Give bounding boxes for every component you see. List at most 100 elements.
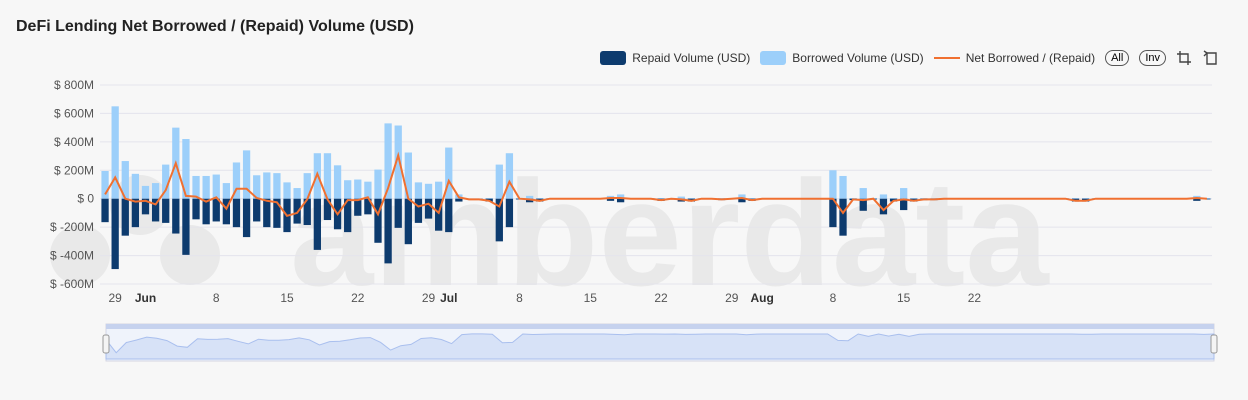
repaid-bar — [131, 198, 140, 228]
repaid-bar — [839, 198, 847, 236]
y-tick-label: $ 0 — [77, 192, 94, 206]
borrowed-bar — [424, 183, 433, 199]
borrowed-bar — [1203, 198, 1211, 199]
borrowed-bar — [192, 175, 200, 199]
legend-item-repaid[interactable]: Repaid Volume (USD) — [600, 51, 750, 65]
borrowed-bar — [718, 198, 726, 199]
borrowed-bar — [536, 198, 544, 199]
borrowed-bar — [1071, 198, 1080, 199]
borrowed-bar — [323, 153, 332, 199]
borrowed-bar — [182, 139, 190, 199]
borrowed-bar — [232, 162, 241, 199]
x-tick-label: Jun — [135, 291, 156, 305]
borrowed-bar — [889, 198, 898, 199]
repaid-bar — [101, 198, 109, 223]
navigator[interactable] — [102, 323, 1218, 362]
repaid-bar — [344, 198, 352, 233]
borrowed-bar — [263, 172, 271, 199]
borrowed-bar — [202, 175, 210, 199]
repaid-bar — [323, 198, 332, 221]
borrowed-bar — [677, 196, 685, 199]
repaid-bar — [445, 198, 453, 233]
repaid-bar — [172, 198, 180, 234]
borrowed-bar — [394, 125, 402, 199]
y-tick-label: $ 200M — [54, 163, 94, 177]
borrowed-bar — [1081, 198, 1090, 199]
repaid-bar — [424, 198, 433, 219]
borrowed-bar — [354, 179, 362, 199]
x-tick-label: 29 — [422, 291, 436, 305]
borrowed-bar — [293, 188, 301, 199]
x-tick-label: 15 — [897, 291, 911, 305]
chart-title: DeFi Lending Net Borrowed / (Repaid) Vol… — [16, 18, 414, 35]
repaid-swatch-icon — [600, 51, 627, 65]
legend-label-borrowed: Borrowed Volume (USD) — [792, 51, 924, 65]
borrowed-bar — [344, 180, 352, 199]
repaid-bar — [293, 198, 301, 224]
legend-item-borrowed[interactable]: Borrowed Volume (USD) — [760, 51, 924, 65]
repaid-bar — [374, 198, 382, 243]
inv-button[interactable]: Inv — [1139, 50, 1166, 66]
x-tick-label: 15 — [280, 291, 294, 305]
y-tick-label: $ -200M — [50, 220, 94, 234]
borrowed-bar — [212, 174, 220, 199]
borrowed-bar — [495, 164, 503, 199]
borrowed-bar — [253, 175, 261, 199]
x-tick-label: 29 — [725, 291, 739, 305]
x-tick-label: 22 — [351, 291, 365, 305]
repaid-bar — [253, 198, 261, 222]
repaid-bar — [384, 198, 392, 264]
repaid-bar — [616, 198, 625, 203]
repaid-bar — [313, 198, 321, 250]
repaid-bar — [121, 198, 129, 236]
borrowed-bar — [101, 170, 109, 199]
repaid-bar — [242, 198, 251, 238]
borrowed-bar — [384, 123, 392, 199]
repaid-bar — [222, 198, 231, 225]
all-button[interactable]: All — [1105, 50, 1130, 66]
repaid-bar — [829, 198, 837, 228]
navigator-left-handle[interactable] — [102, 334, 110, 354]
repaid-bar — [182, 198, 190, 255]
borrowed-bar — [141, 185, 150, 199]
borrowed-bar — [839, 175, 847, 199]
crop-icon[interactable] — [1176, 50, 1192, 66]
repaid-bar — [212, 198, 220, 222]
borrowed-bar — [525, 195, 534, 199]
legend-item-net[interactable]: Net Borrowed / (Repaid) — [933, 51, 1095, 65]
repaid-bar — [273, 198, 281, 228]
borrowed-bar — [333, 165, 342, 199]
borrowed-bar — [364, 181, 372, 199]
y-tick-label: $ 400M — [54, 135, 94, 149]
navigator-scrollbar[interactable] — [106, 324, 1214, 329]
repaid-bar — [495, 198, 503, 242]
repaid-bar — [606, 198, 615, 201]
navigator-series — [105, 333, 1215, 360]
x-tick-label: Aug — [750, 291, 773, 305]
borrowed-bar — [303, 173, 311, 199]
borrowed-bar — [849, 198, 857, 199]
borrowed-bar — [151, 183, 160, 199]
navigator-right-handle[interactable] — [1210, 334, 1218, 354]
watermark: amberdata — [290, 149, 1050, 317]
x-tick-label: 22 — [654, 291, 668, 305]
borrowed-bar — [687, 198, 696, 199]
borrowed-bar — [505, 153, 514, 199]
repaid-bar — [455, 198, 463, 202]
borrowed-bar — [859, 188, 867, 199]
borrowed-bar — [485, 198, 493, 199]
x-tick-label: Jul — [440, 291, 457, 305]
net-line-swatch-icon — [933, 57, 960, 59]
y-tick-label: $ 600M — [54, 106, 94, 120]
x-tick-label: 22 — [968, 291, 982, 305]
borrowed-bar — [414, 182, 423, 199]
borrowed-bar — [879, 194, 888, 199]
restore-icon[interactable] — [1202, 50, 1218, 66]
borrowed-bar — [445, 147, 453, 199]
borrowed-bar — [162, 164, 170, 199]
repaid-bar — [859, 198, 867, 211]
y-axis: $ 800M $ 600M $ 400M $ 200M $ 0 $ -200M $ -400… — [50, 78, 94, 291]
x-axis: 29 Jun 8 15 22 29 Jul 8 15 22 29 Aug 8 15 22 — [108, 291, 981, 305]
borrowed-bar — [131, 173, 140, 199]
borrowed-bar — [121, 161, 129, 199]
